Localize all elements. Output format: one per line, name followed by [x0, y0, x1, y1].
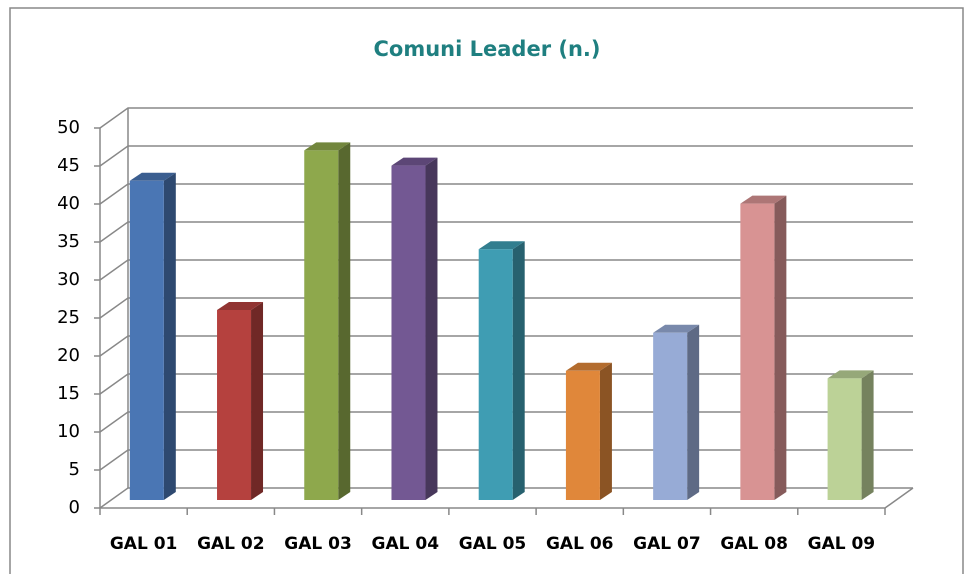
bar-top: [391, 157, 438, 166]
bar-side: [251, 302, 264, 500]
bar: [304, 150, 339, 500]
bar: [827, 378, 862, 500]
y-tick-label: 45: [57, 155, 80, 176]
chart-frame: [9, 7, 964, 574]
y-tick-label: 20: [57, 345, 80, 366]
bar-side: [687, 324, 700, 500]
bar-side: [774, 195, 787, 500]
grid-line: [99, 411, 913, 433]
bar-side: [512, 241, 525, 500]
grid-line: [99, 335, 913, 357]
x-tick-label: GAL 04: [372, 534, 440, 554]
x-tick-label: GAL 06: [546, 534, 614, 554]
x-tick-label: GAL 09: [808, 534, 876, 554]
grid-line: [99, 297, 913, 319]
bar-top: [129, 172, 176, 181]
bar: [391, 165, 426, 500]
x-tick-label: GAL 05: [459, 534, 527, 554]
grid-line: [99, 259, 913, 281]
grid-line: [99, 183, 913, 205]
grid-line: [99, 449, 913, 471]
bar: [653, 332, 688, 500]
bar-top: [304, 142, 351, 151]
bar-top: [565, 362, 612, 371]
bar: [478, 249, 513, 500]
bar-top: [653, 324, 700, 333]
bar: [129, 180, 164, 501]
bar-top: [217, 302, 264, 310]
x-tick-label: GAL 08: [720, 534, 788, 554]
grid-line: [99, 107, 913, 129]
chart-title: Comuni Leader (n.): [374, 37, 601, 61]
x-tick-label: GAL 03: [284, 534, 352, 554]
y-tick-label: 5: [69, 459, 80, 480]
grid-line: [99, 221, 913, 243]
bar-side: [425, 157, 438, 500]
x-tick-label: GAL 07: [633, 534, 701, 554]
bar-side: [163, 172, 176, 501]
bar-top: [478, 241, 525, 250]
grid-line: [99, 373, 913, 395]
y-tick-label: 35: [57, 231, 80, 252]
y-tick-label: 30: [57, 269, 80, 290]
bar: [565, 370, 600, 500]
bar-top: [827, 370, 874, 379]
y-tick-label: 15: [57, 383, 80, 404]
grid-line: [99, 145, 913, 167]
y-tick-label: 25: [57, 307, 80, 328]
bar-side: [599, 362, 612, 500]
bar: [217, 310, 252, 500]
y-tick-label: 0: [69, 497, 80, 518]
x-tick-label: GAL 01: [110, 534, 178, 554]
grid-line: [99, 487, 913, 509]
y-tick-label: 40: [57, 193, 80, 214]
bar-top: [740, 195, 787, 204]
y-tick-label: 50: [57, 117, 80, 138]
bar-side: [861, 370, 874, 500]
x-tick-label: GAL 02: [197, 534, 265, 554]
y-tick-label: 10: [57, 421, 80, 442]
bar: [740, 203, 775, 500]
bar-side: [338, 142, 351, 500]
